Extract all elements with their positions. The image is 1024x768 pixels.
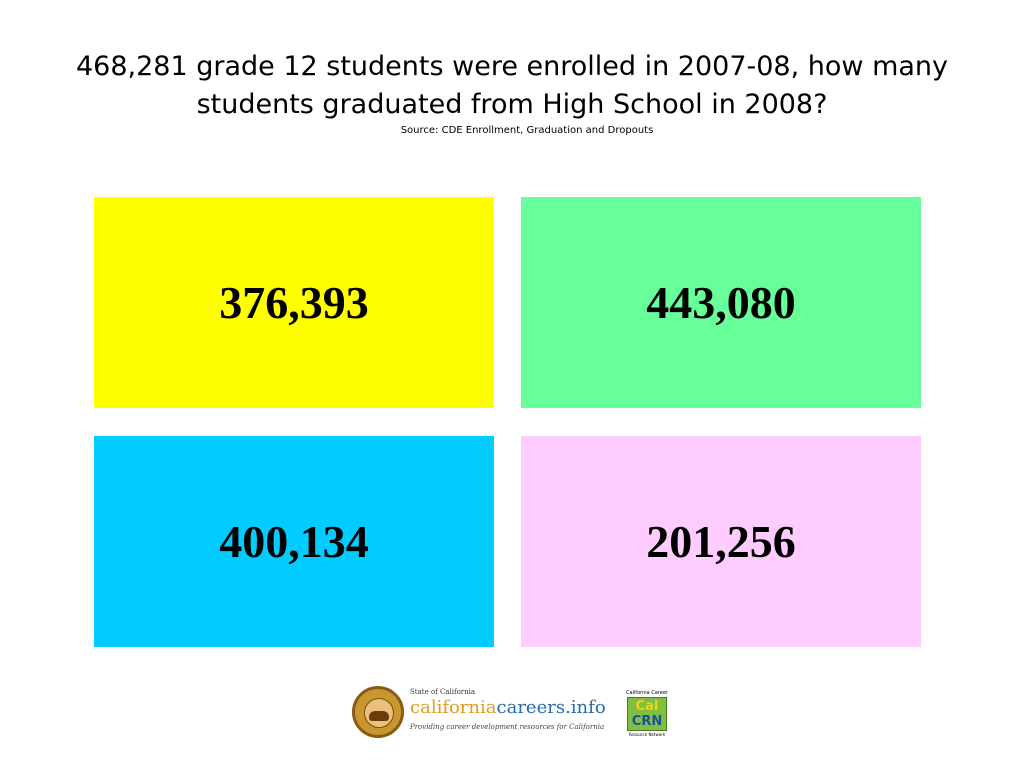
state-seal-icon (352, 686, 404, 738)
calcrn-bottom-text: Resource Network (628, 732, 666, 737)
state-label: State of California (410, 688, 476, 696)
logo-part-california: california (410, 697, 497, 718)
calcrn-top-text: California Career (625, 690, 669, 696)
logo-wordmark: californiacareers.info (410, 697, 606, 718)
answer-option-1[interactable]: 376,393 (94, 197, 494, 408)
logo-tagline: Providing career development resources f… (410, 723, 605, 731)
question-text: 468,281 grade 12 students were enrolled … (75, 51, 949, 120)
footer-logos: State of California californiacareers.in… (352, 686, 672, 738)
answer-option-2[interactable]: 443,080 (521, 197, 921, 408)
source-text: Source: CDE Enrollment, Graduation and D… (400, 125, 654, 136)
answer-value-2: 443,080 (646, 277, 796, 328)
answer-value-1: 376,393 (219, 277, 369, 328)
calcrn-crn: CRN (631, 714, 663, 729)
calcrn-logo[interactable]: California Career Cal CRN Resource Netwo… (625, 690, 669, 737)
answer-option-4[interactable]: 201,256 (521, 436, 921, 647)
logo-part-careers: careers.info (496, 697, 606, 718)
californiacareers-logo[interactable]: State of California californiacareers.in… (410, 686, 615, 738)
answer-value-4: 201,256 (646, 516, 796, 567)
answer-option-3[interactable]: 400,134 (94, 436, 494, 647)
calcrn-badge: Cal CRN (627, 697, 667, 731)
answer-value-3: 400,134 (219, 516, 369, 567)
calcrn-cal: Cal (635, 699, 659, 714)
